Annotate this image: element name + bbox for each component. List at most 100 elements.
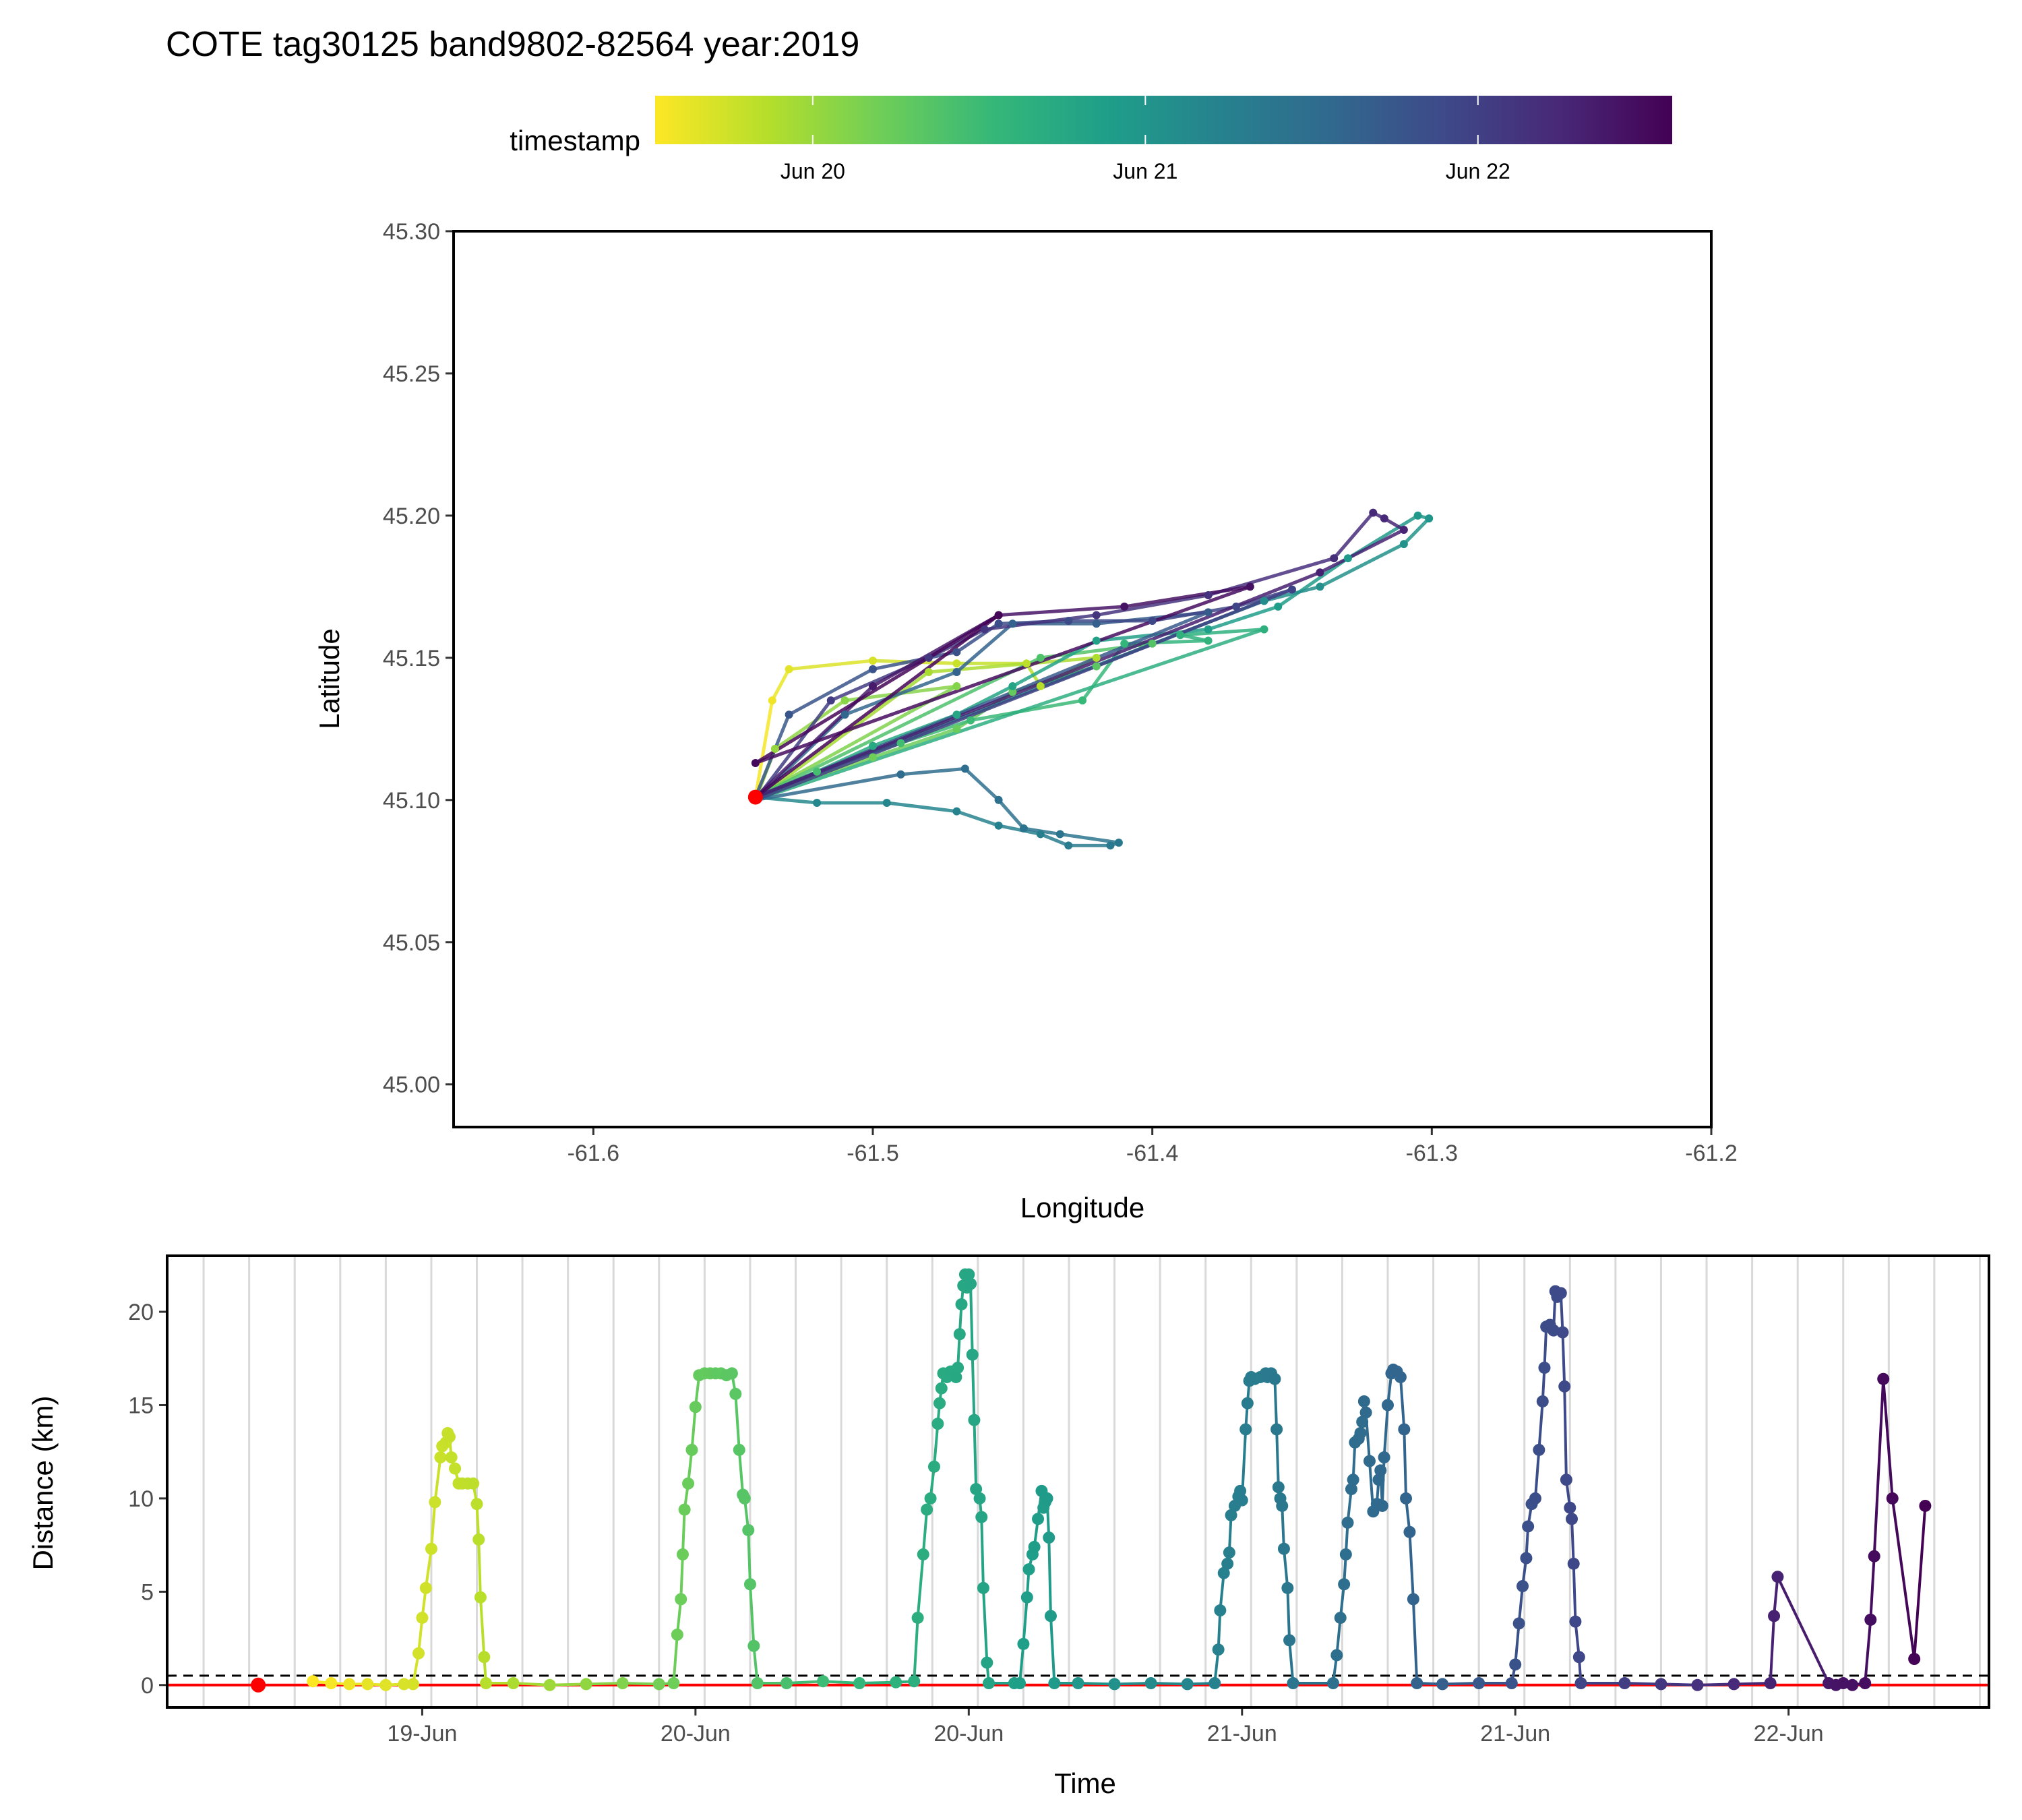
distance-point (671, 1629, 683, 1641)
legend: timestamp Jun 20 Jun 21 Jun 22 (510, 96, 1672, 183)
distance-point (1378, 1451, 1390, 1464)
distance-y-tick-label: 20 (128, 1300, 154, 1325)
track-point (896, 770, 905, 779)
distance-point (1235, 1494, 1248, 1507)
distance-point (817, 1675, 830, 1688)
distance-segment (969, 1283, 974, 1355)
distance-point (667, 1677, 680, 1690)
track-point (1330, 554, 1339, 563)
track-segment (997, 824, 1043, 836)
track-point (751, 758, 760, 767)
map-y-tick-label: 45.20 (383, 504, 440, 529)
track-point (1064, 841, 1073, 850)
distance-point (981, 1656, 993, 1669)
distance-point (1533, 1443, 1545, 1456)
track-point (1343, 554, 1352, 563)
distance-point (1864, 1613, 1877, 1626)
distance-point (1072, 1677, 1084, 1690)
distance-point (751, 1677, 764, 1690)
track-point (924, 653, 933, 662)
distance-point (1014, 1677, 1027, 1690)
distance-point (1277, 1542, 1290, 1555)
track-point (1092, 611, 1101, 619)
distance-segment (672, 1634, 679, 1684)
distance-deploy-point (251, 1677, 266, 1693)
distance-segment (1022, 1597, 1029, 1645)
legend-title: timestamp (510, 125, 640, 156)
track-point (1055, 830, 1064, 839)
distance-point (1691, 1678, 1704, 1691)
distance-segment (1776, 1576, 1830, 1684)
track-point (840, 696, 849, 705)
distance-point (1372, 1474, 1385, 1486)
track-segment (1318, 542, 1406, 588)
distance-point (1473, 1677, 1485, 1690)
distance-point (1618, 1677, 1631, 1690)
distance-segment (786, 1680, 824, 1685)
distance-point (1354, 1427, 1367, 1440)
distance-segment (1624, 1682, 1661, 1686)
distance-segment (1869, 1556, 1876, 1620)
track-point (869, 682, 877, 691)
track-point (1148, 639, 1157, 648)
distance-point (1374, 1464, 1387, 1477)
track-point (1022, 659, 1031, 668)
distance-point (917, 1548, 929, 1560)
distance-point (1276, 1499, 1289, 1512)
track-point (896, 739, 905, 748)
track-segment (1318, 528, 1406, 574)
track-segment (871, 727, 958, 760)
distance-point (1403, 1525, 1416, 1538)
distance-segment (1275, 1429, 1280, 1488)
map-panel-border (452, 230, 1713, 1128)
distance-segment (1661, 1682, 1698, 1687)
distance-segment (980, 1517, 985, 1588)
distance-segment (1697, 1682, 1734, 1687)
track-segment (773, 698, 847, 751)
track-point (1064, 617, 1073, 626)
track-point (869, 753, 877, 762)
distance-point (1394, 1370, 1407, 1383)
track-segment (954, 810, 1001, 828)
track-point (1176, 631, 1185, 640)
track-point (1092, 662, 1101, 671)
track-segment (843, 670, 958, 717)
track-point (813, 799, 822, 808)
distance-segment (1572, 1563, 1577, 1622)
track-point (768, 696, 776, 705)
track-point (1232, 602, 1241, 611)
distance-segment (1442, 1682, 1479, 1686)
track-segment (997, 605, 1126, 617)
distance-x-tick-label: 20-Jun (933, 1721, 1004, 1747)
distance-series (251, 1268, 1932, 1693)
distance-point (743, 1578, 756, 1591)
distance-x-tick-label: 21-Jun (1480, 1721, 1550, 1747)
distance-point (1212, 1643, 1225, 1656)
distance-point (652, 1678, 665, 1691)
track-point (967, 716, 975, 725)
distance-segment (1288, 1640, 1295, 1684)
distance-point (1520, 1552, 1533, 1565)
distance-segment (1891, 1498, 1916, 1660)
track-point (1204, 636, 1213, 645)
track-segment (754, 656, 1043, 799)
distance-point (1223, 1546, 1235, 1559)
distance-point (1270, 1423, 1283, 1436)
distance-segment (1078, 1682, 1115, 1686)
distance-segment (1049, 1616, 1056, 1684)
track-point (1260, 625, 1268, 634)
track-segment (963, 766, 1001, 802)
track-point (952, 659, 961, 668)
distance-point (1330, 1649, 1343, 1662)
track-segment (787, 659, 875, 671)
distance-y-tick-label: 15 (128, 1393, 154, 1418)
distance-point (1208, 1677, 1221, 1690)
track-point (770, 744, 779, 753)
track-point (1078, 696, 1086, 705)
track-segment (754, 613, 1001, 799)
distance-point (955, 1298, 968, 1310)
track-point (1092, 619, 1101, 628)
track-point (1114, 839, 1123, 847)
track-segment (1058, 832, 1121, 845)
map-panel: 45.00 45.05 45.10 45.15 45.20 45.25 45.30 -61.… (313, 219, 1738, 1223)
